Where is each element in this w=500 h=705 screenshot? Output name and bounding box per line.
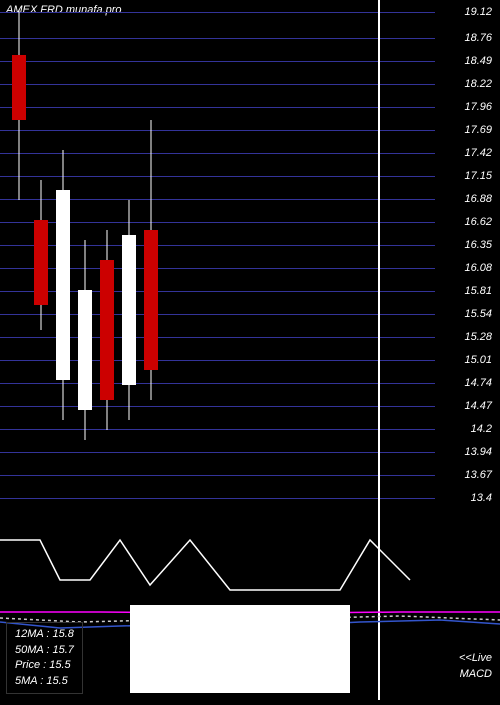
candle (100, 0, 114, 510)
y-axis-label: 15.28 (464, 331, 492, 343)
candle (122, 0, 136, 510)
y-axis-label: 17.69 (464, 124, 492, 136)
y-axis-label: 18.76 (464, 32, 492, 44)
candle-body (100, 260, 114, 400)
y-axis-label: 14.47 (464, 400, 492, 412)
y-axis-label: 14.74 (464, 377, 492, 389)
candle (144, 0, 158, 510)
y-axis-label: 14.2 (471, 423, 492, 435)
y-axis-label: 17.96 (464, 101, 492, 113)
y-axis-label: 18.49 (464, 55, 492, 67)
y-axis-label: 16.62 (464, 216, 492, 228)
y-axis-label: 13.4 (471, 492, 492, 504)
candle-body (56, 190, 70, 380)
y-axis-label: 19.12 (464, 6, 492, 18)
candle (34, 0, 48, 510)
info-row: 12MA : 15.8 (15, 627, 74, 642)
candle-body (122, 235, 136, 385)
candle-body (34, 220, 48, 305)
y-axis-label: 17.15 (464, 170, 492, 182)
live-label: <<Live (459, 652, 492, 664)
y-axis-label: 16.08 (464, 262, 492, 274)
candle (12, 0, 26, 510)
y-axis-label: 15.81 (464, 285, 492, 297)
y-axis-label: 15.01 (464, 354, 492, 366)
y-axis-label: 18.22 (464, 78, 492, 90)
white-line (0, 540, 410, 590)
info-box: 12MA : 15.850MA : 15.7Price : 15.55MA : … (6, 622, 83, 694)
y-axis-label: 15.54 (464, 308, 492, 320)
y-axis-label: 16.35 (464, 239, 492, 251)
macd-label: MACD (460, 668, 492, 680)
white-box (130, 605, 350, 693)
info-row: 5MA : 15.5 (15, 674, 74, 689)
candle-body (78, 290, 92, 410)
candle (56, 0, 70, 510)
y-axis-label: 16.88 (464, 193, 492, 205)
y-axis-label: 13.67 (464, 469, 492, 481)
info-row: Price : 15.5 (15, 658, 74, 673)
candle-body (12, 55, 26, 120)
main-candlestick-chart: 19.12 18.76 18.49 18.22 17.96 17.69 17.42 17.15… (0, 0, 500, 510)
y-axis-label: 13.94 (464, 446, 492, 458)
candle-body (144, 230, 158, 370)
y-axis-label: 17.42 (464, 147, 492, 159)
info-row: 50MA : 15.7 (15, 643, 74, 658)
candle (78, 0, 92, 510)
